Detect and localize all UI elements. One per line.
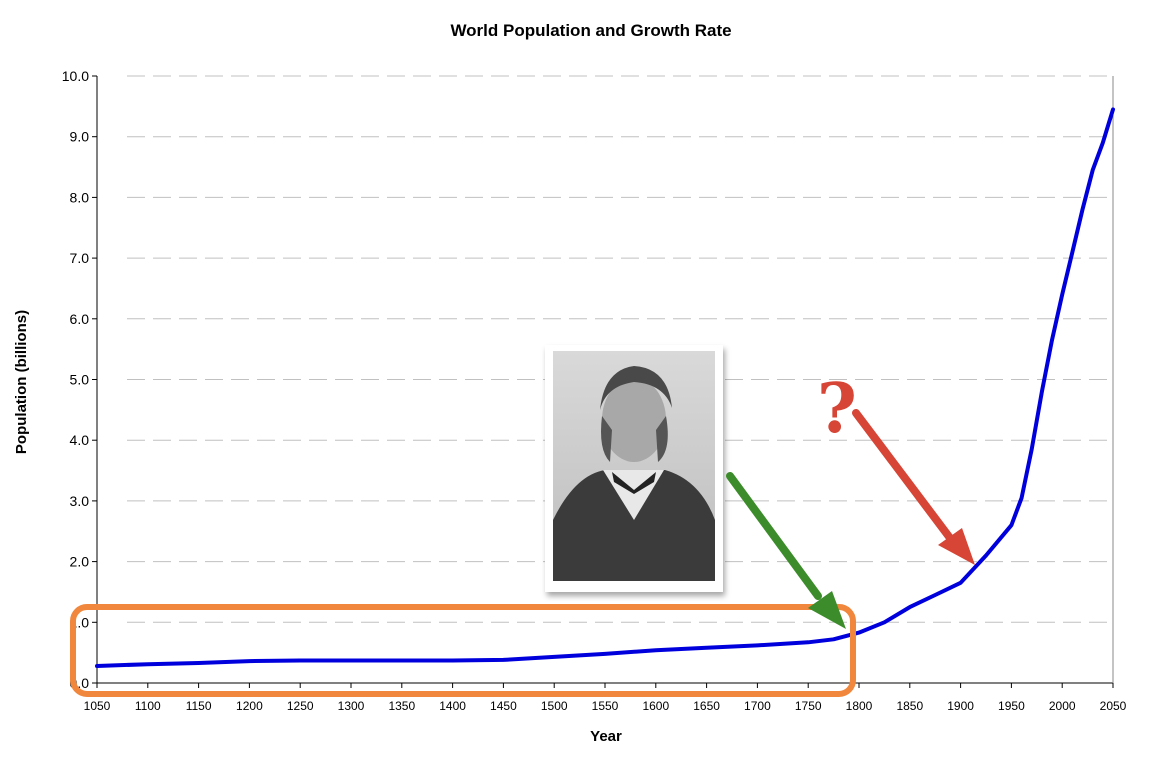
y-axis-ticks: 0.01.02.03.04.05.06.07.08.09.010.0 <box>62 68 97 691</box>
x-tick-label: 2050 <box>1100 699 1127 713</box>
y-axis-label: Population (billions) <box>13 310 30 454</box>
x-tick-label: 1650 <box>693 699 720 713</box>
x-tick-label: 1800 <box>846 699 873 713</box>
green-arrow <box>726 472 846 629</box>
population-series-line <box>95 107 1115 668</box>
x-tick-label: 1850 <box>896 699 923 713</box>
x-tick-label: 1100 <box>135 699 161 713</box>
x-tick-label: 1450 <box>490 699 517 713</box>
y-tick-label: 7.0 <box>70 250 90 266</box>
x-tick-label: 1400 <box>439 699 466 713</box>
x-axis-ticks: 1050 1100 1150 1200 1250 1300 1350 1400 1450 1500… <box>84 683 1127 713</box>
x-tick-label: 1950 <box>998 699 1025 713</box>
x-tick-label: 1600 <box>642 699 669 713</box>
series-layer <box>95 107 1115 668</box>
highlight-box <box>70 604 856 697</box>
portrait-photo <box>545 345 723 592</box>
x-tick-label: 1350 <box>388 699 415 713</box>
grid-lines <box>127 75 1113 623</box>
x-tick-label: 1250 <box>287 699 314 713</box>
x-tick-label: 1700 <box>744 699 771 713</box>
x-tick-label: 1150 <box>186 699 212 713</box>
x-tick-label: 1500 <box>541 699 568 713</box>
y-tick-label: 4.0 <box>70 432 90 448</box>
y-tick-label: 2.0 <box>70 554 90 570</box>
x-tick-label: 1550 <box>592 699 619 713</box>
y-tick-label: 9.0 <box>70 129 90 145</box>
y-tick-label: 6.0 <box>70 311 90 327</box>
x-tick-label: 1200 <box>236 699 263 713</box>
y-tick-label: 10.0 <box>62 68 89 84</box>
x-tick-label: 1750 <box>795 699 822 713</box>
y-tick-label: 3.0 <box>70 493 90 509</box>
x-tick-label: 2000 <box>1049 699 1076 713</box>
x-tick-label: 1050 <box>84 699 111 713</box>
chart-title: World Population and Growth Rate <box>450 21 731 40</box>
red-arrow <box>852 409 975 565</box>
x-axis-label: Year <box>590 728 622 745</box>
x-tick-label: 1300 <box>338 699 365 713</box>
y-tick-label: 5.0 <box>70 372 90 388</box>
question-mark: ? <box>817 369 857 449</box>
x-tick-label: 1900 <box>947 699 974 713</box>
y-tick-label: 8.0 <box>70 189 90 205</box>
